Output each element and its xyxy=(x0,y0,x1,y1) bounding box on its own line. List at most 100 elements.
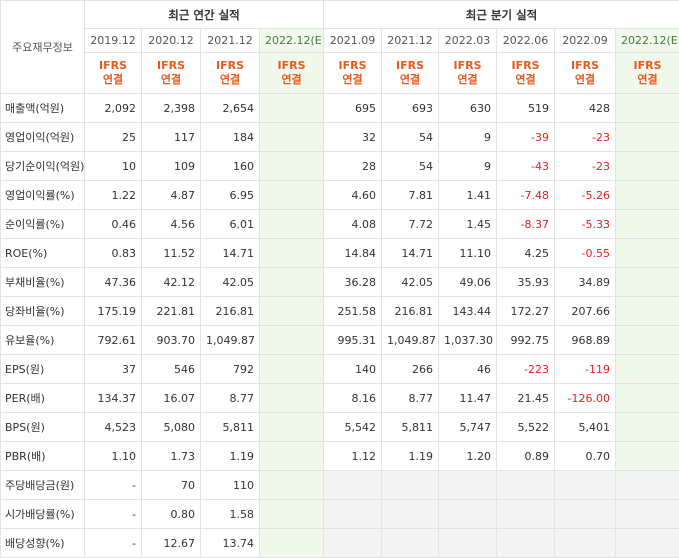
ifrs-label: IFRS xyxy=(633,59,662,72)
quarter-value-cell: 1.19 xyxy=(381,441,439,471)
annual-value-cell: 1.10 xyxy=(84,441,142,471)
quarter-period-header: 2022.09 xyxy=(554,28,616,53)
quarter-value-cell xyxy=(615,325,679,355)
ifrs-label: IFRS xyxy=(216,59,244,72)
quarter-value-cell: -39 xyxy=(496,122,555,152)
quarter-value-cell xyxy=(554,499,616,529)
quarter-value-cell: -126.00 xyxy=(554,383,616,413)
table-row: ROE(%) 0.83 11.52 14.71 14.84 14.71 11.10 4.25-… xyxy=(0,238,679,268)
quarter-value-cell: 992.75 xyxy=(496,325,555,355)
quarter-value-cell: 266 xyxy=(381,354,439,384)
quarter-value-cell: 0.89 xyxy=(496,441,555,471)
quarter-value-cell xyxy=(615,122,679,152)
quarter-period-header: 2022.03 xyxy=(438,28,497,53)
row-label: PBR(배) xyxy=(0,441,85,471)
row-label: 시가배당률(%) xyxy=(0,499,85,529)
annual-value-cell xyxy=(259,122,324,152)
quarter-value-cell: 216.81 xyxy=(381,296,439,326)
quarter-value-cell: 1.20 xyxy=(438,441,497,471)
quarter-value-cell xyxy=(496,470,555,500)
annual-value-cell: 1.19 xyxy=(200,441,260,471)
quarter-group-header: 최근 분기 실적 xyxy=(323,0,679,29)
quarter-value-cell xyxy=(615,296,679,326)
quarter-value-cell: 1.41 xyxy=(438,180,497,210)
quarter-value-cell xyxy=(554,470,616,500)
accounting-standard-header: IFRS 연결 xyxy=(438,52,497,94)
annual-value-cell: 1.22 xyxy=(84,180,142,210)
quarter-value-cell: 8.16 xyxy=(323,383,382,413)
annual-value-cell: 47.36 xyxy=(84,267,142,297)
quarter-value-cell: -7.48 xyxy=(496,180,555,210)
annual-value-cell: 2,398 xyxy=(141,93,201,123)
quarter-value-cell: 7.72 xyxy=(381,209,439,239)
quarter-value-cell: 4.60 xyxy=(323,180,382,210)
quarter-value-cell: 695 xyxy=(323,93,382,123)
quarter-value-cell: 5,747 xyxy=(438,412,497,442)
quarter-value-cell: 143.44 xyxy=(438,296,497,326)
quarter-value-cell: 35.93 xyxy=(496,267,555,297)
annual-value-cell: 546 xyxy=(141,354,201,384)
annual-value-cell xyxy=(259,180,324,210)
quarter-value-cell: 9 xyxy=(438,151,497,181)
annual-value-cell: 109 xyxy=(141,151,201,181)
row-label: ROE(%) xyxy=(0,238,85,268)
row-label: BPS(원) xyxy=(0,412,85,442)
annual-value-cell: 134.37 xyxy=(84,383,142,413)
annual-value-cell: 42.05 xyxy=(200,267,260,297)
annual-value-cell: 5,811 xyxy=(200,412,260,442)
table-row: BPS(원) 4,523 5,080 5,811 5,542 5,811 5,747 5,52… xyxy=(0,412,679,442)
quarter-period-header: 2022.06 xyxy=(496,28,555,53)
accounting-standard-header: IFRS 연결 xyxy=(615,52,679,94)
quarter-value-cell: 9 xyxy=(438,122,497,152)
annual-value-cell: 4.87 xyxy=(141,180,201,210)
row-label: EPS(원) xyxy=(0,354,85,384)
quarter-value-cell: 28 xyxy=(323,151,382,181)
quarter-value-cell: -0.55 xyxy=(554,238,616,268)
quarter-value-cell: 7.81 xyxy=(381,180,439,210)
quarter-value-cell: 630 xyxy=(438,93,497,123)
quarter-value-cell xyxy=(615,151,679,181)
row-label: 매출액(억원) xyxy=(0,93,85,123)
annual-value-cell: 13.74 xyxy=(200,528,260,558)
annual-value-cell: 10 xyxy=(84,151,142,181)
ifrs-label: IFRS xyxy=(511,59,540,72)
annual-value-cell: 25 xyxy=(84,122,142,152)
quarter-value-cell: 4.08 xyxy=(323,209,382,239)
consolidated-label: 연결 xyxy=(281,73,302,86)
annual-value-cell xyxy=(259,354,324,384)
table-row: 매출액(억원) 2,092 2,398 2,654 695 693 630 519 428 xyxy=(0,93,679,123)
quarter-value-cell: -43 xyxy=(496,151,555,181)
quarter-value-cell: 1,037.30 xyxy=(438,325,497,355)
annual-value-cell: 1.58 xyxy=(200,499,260,529)
annual-value-cell xyxy=(259,441,324,471)
quarter-value-cell: -8.37 xyxy=(496,209,555,239)
table-row: 당기순이익(억원) 10 109 160 28 54 9 -43 -23 xyxy=(0,151,679,181)
annual-group-header: 최근 연간 실적 xyxy=(84,0,324,29)
row-label: 당좌비율(%) xyxy=(0,296,85,326)
quarter-value-cell xyxy=(381,528,439,558)
quarter-value-cell: 11.10 xyxy=(438,238,497,268)
quarter-value-cell xyxy=(615,267,679,297)
quarter-value-cell xyxy=(496,499,555,529)
annual-value-cell xyxy=(259,325,324,355)
accounting-standard-header: IFRS 연결 xyxy=(496,52,555,94)
quarter-value-cell: 0.70 xyxy=(554,441,616,471)
table-row: 유보율(%) 792.61 903.70 1,049.87 995.31 1,049.87… xyxy=(0,325,679,355)
annual-value-cell: 5,080 xyxy=(141,412,201,442)
row-label: 당기순이익(억원) xyxy=(0,151,85,181)
table-row: 영업이익률(%) 1.22 4.87 6.95 4.60 7.81 1.41 -7.48 -5.… xyxy=(0,180,679,210)
annual-value-cell xyxy=(259,499,324,529)
quarter-value-cell xyxy=(554,528,616,558)
quarter-value-cell: 14.84 xyxy=(323,238,382,268)
quarter-value-cell: -5.26 xyxy=(554,180,616,210)
quarter-value-cell xyxy=(615,441,679,471)
ifrs-label: IFRS xyxy=(571,59,599,72)
quarter-value-cell: 14.71 xyxy=(381,238,439,268)
table-row: 영업이익(억원) 25 117 184 32 54 9 -39 -23 xyxy=(0,122,679,152)
quarter-value-cell xyxy=(615,528,679,558)
annual-value-cell: 0.83 xyxy=(84,238,142,268)
quarter-value-cell: 5,811 xyxy=(381,412,439,442)
row-label: 주당배당금(원) xyxy=(0,470,85,500)
annual-value-cell xyxy=(259,238,324,268)
row-label: 영업이익(억원) xyxy=(0,122,85,152)
